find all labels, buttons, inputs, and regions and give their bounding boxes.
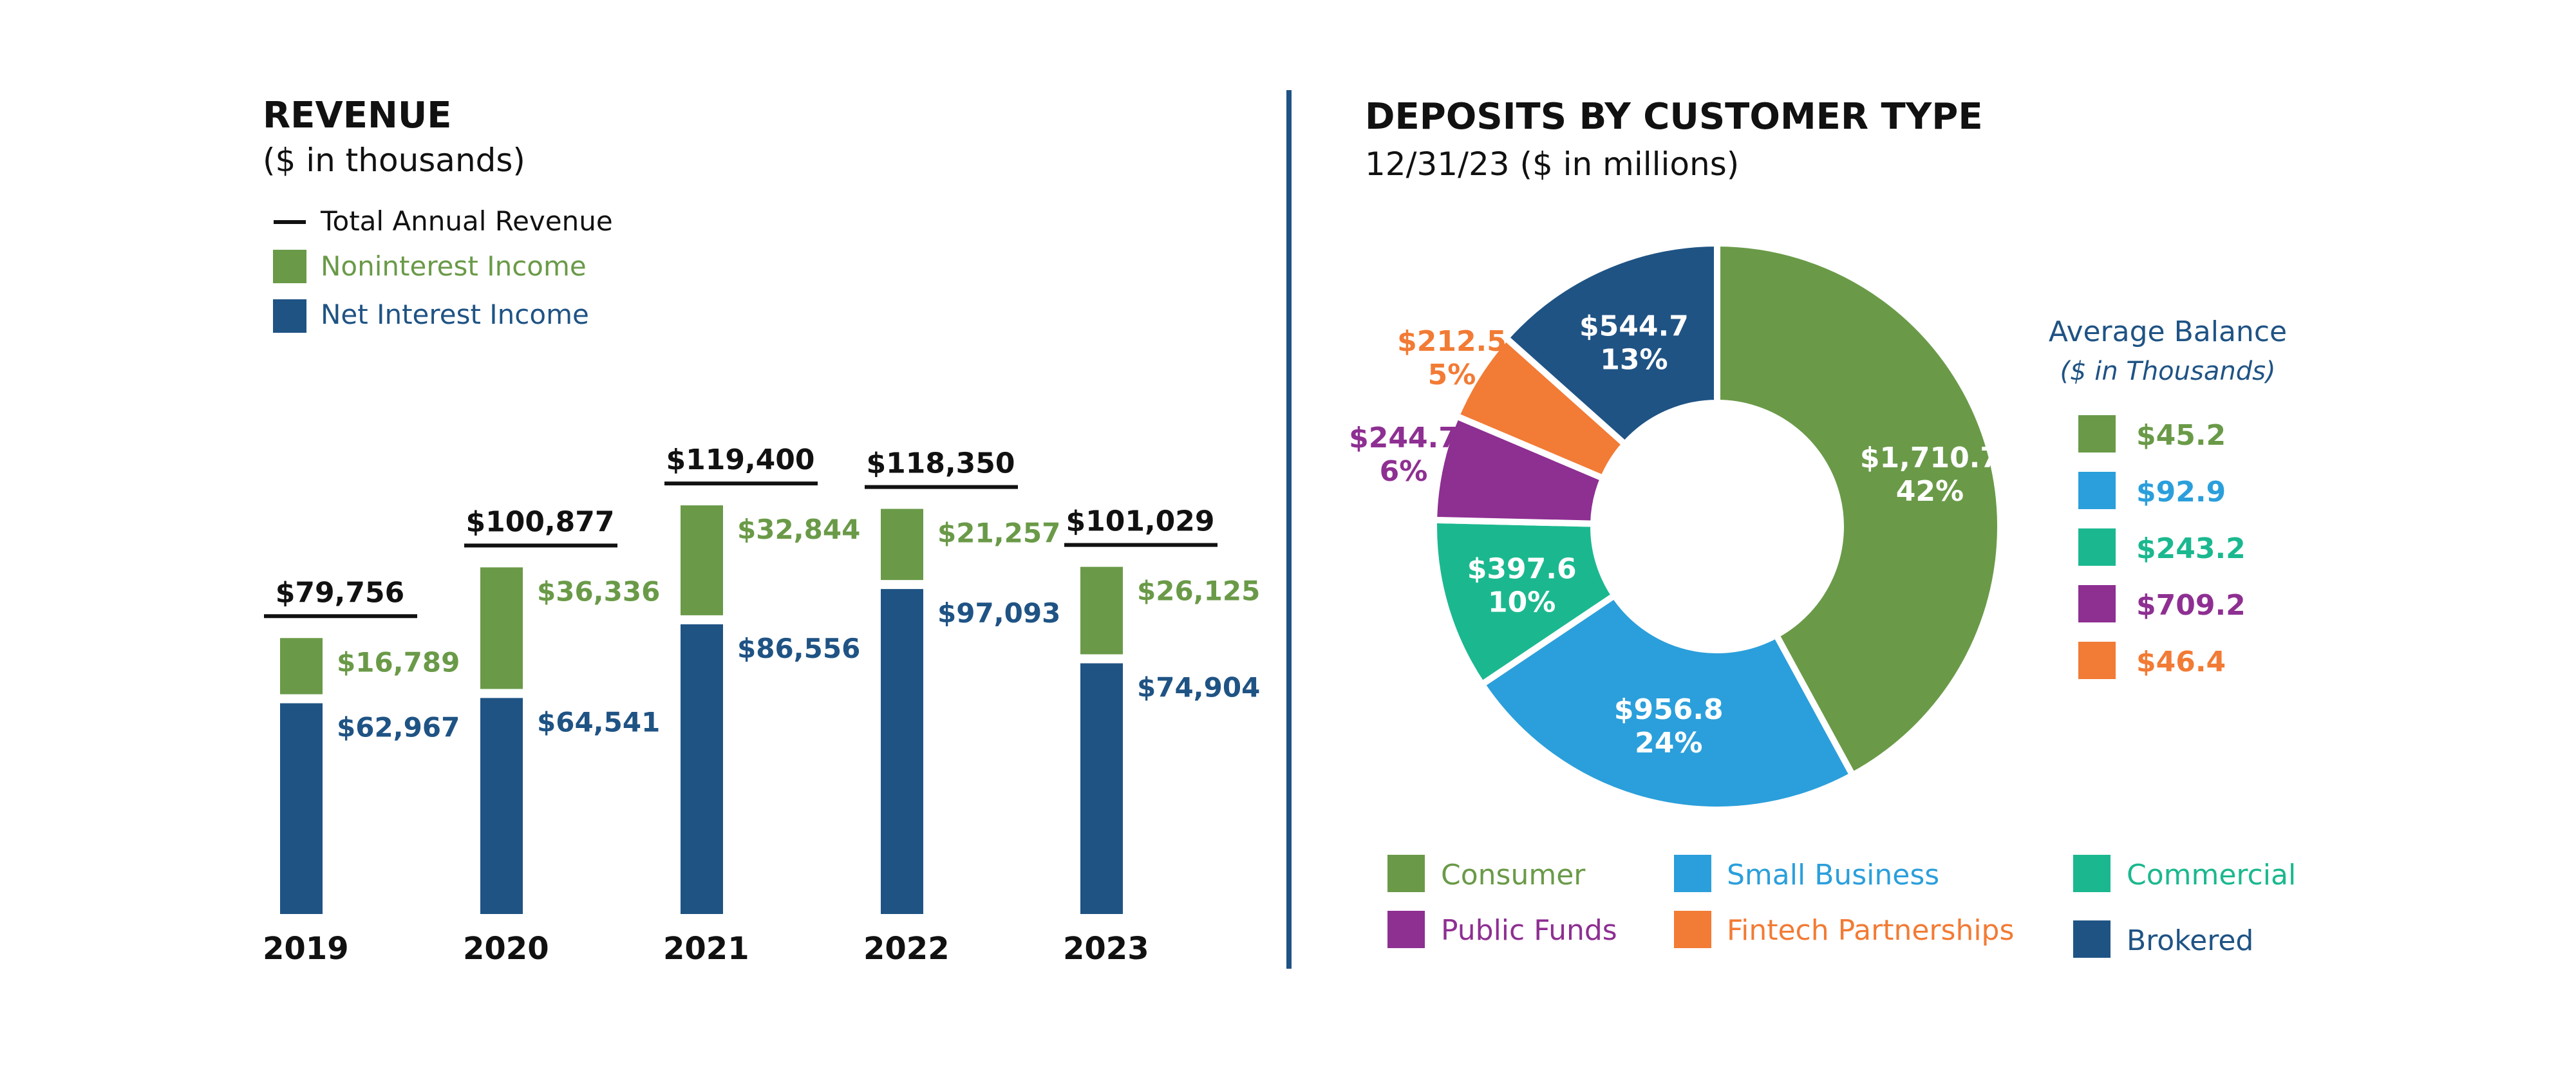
legend-fintech-swatch [1674, 911, 1711, 948]
legend-noninterest-label: Noninterest Income [321, 250, 587, 282]
label-total-2021: $119,400 [666, 443, 814, 476]
bar-noninterest-2021 [681, 505, 723, 615]
slice-percent-small-business: 24% [1635, 727, 1702, 760]
avg-balance-title: Average Balance [2049, 315, 2287, 348]
label-total-2023: $101,029 [1066, 505, 1214, 538]
year-label-2023: 2023 [1063, 931, 1149, 967]
slice-brokered [1501, 239, 1720, 449]
revenue-subtitle: ($ in thousands) [263, 142, 525, 179]
legend-public-funds-label: Public Funds [1441, 914, 1617, 947]
avg-swatch-fintech-partnerships [2078, 642, 2116, 679]
legend-consumer-swatch [1387, 855, 1425, 892]
bar-noninterest-2019 [280, 638, 323, 695]
legend-noninterest-swatch [273, 250, 306, 283]
legend-brokered-swatch [2073, 920, 2111, 958]
deposits-title: DEPOSITS BY CUSTOMER TYPE [1365, 96, 1983, 138]
slice-consumer [1714, 239, 2004, 780]
slice-commercial [1431, 516, 1619, 689]
year-label-2022: 2022 [863, 931, 950, 967]
label-noninterest-2019: $16,789 [337, 646, 460, 678]
avg-balance-commercial: $243.2 [2136, 532, 2246, 565]
slice-percent-commercial: 10% [1488, 586, 1556, 619]
label-noninterest-2023: $26,125 [1137, 575, 1260, 607]
slice-percent-brokered: 13% [1600, 344, 1668, 377]
legend-netinterest-label: Net Interest Income [321, 299, 589, 330]
avg-balance-legend: Average Balance ($ in Thousands) $45.2 $9… [2049, 315, 2287, 679]
legend-commercial-label: Commercial [2127, 859, 2296, 891]
label-noninterest-2022: $21,257 [937, 518, 1060, 549]
revenue-legend: Total Annual Revenue Noninterest Income … [273, 205, 613, 333]
slice-value-public-funds: $244.7 [1349, 422, 1458, 454]
legend-total-label: Total Annual Revenue [320, 205, 613, 237]
avg-swatch-consumer [2078, 415, 2116, 453]
deposits-donut: $1,710.742% $956.824% $397.610% $244.76% $21… [1349, 239, 2004, 813]
slice-small-business [1477, 591, 1857, 813]
legend-netinterest-swatch [273, 299, 306, 333]
label-net-interest-2020: $64,541 [537, 706, 660, 738]
avg-balance-subtitle: ($ in Thousands) [2060, 357, 2275, 386]
avg-balance-public-funds: $709.2 [2136, 589, 2246, 622]
year-label-2021: 2021 [663, 931, 749, 967]
avg-balance-small-business: $92.9 [2136, 476, 2226, 509]
bar-net-interest-2021 [681, 624, 723, 914]
legend-commercial-swatch [2073, 855, 2111, 892]
slice-percent-consumer: 42% [1896, 475, 1964, 508]
slice-value-small-business: $956.8 [1614, 693, 1724, 726]
label-total-2020: $100,877 [465, 505, 614, 538]
avg-swatch-commercial [2078, 528, 2116, 566]
revenue-title: REVENUE [263, 95, 452, 136]
legend-brokered-label: Brokered [2127, 924, 2253, 957]
label-noninterest-2020: $36,336 [537, 575, 660, 607]
slice-value-fintech-partnerships: $212.5 [1397, 325, 1507, 358]
deposits-subtitle: 12/31/23 ($ in millions) [1365, 145, 1739, 183]
slice-value-commercial: $397.6 [1467, 553, 1577, 586]
revenue-bars: $62,967 $16,789 $79,756 2019 $64,541 $36,336 $… [263, 443, 1260, 967]
label-net-interest-2019: $62,967 [337, 712, 460, 743]
slice-value-brokered: $544.7 [1579, 310, 1689, 343]
year-label-2019: 2019 [263, 931, 349, 967]
slice-percent-fintech-partnerships: 5% [1428, 359, 1476, 391]
bar-noninterest-2023 [1080, 566, 1123, 655]
bar-net-interest-2023 [1080, 663, 1123, 914]
year-label-2020: 2020 [463, 931, 549, 967]
avg-balance-fintech-partnerships: $46.4 [2136, 646, 2226, 678]
legend-public-funds-swatch [1387, 911, 1425, 948]
bar-net-interest-2020 [480, 698, 523, 914]
label-net-interest-2023: $74,904 [1137, 671, 1260, 703]
legend-fintech-label: Fintech Partnerships [1727, 914, 2014, 947]
bar-noninterest-2022 [881, 509, 923, 581]
label-net-interest-2022: $97,093 [937, 597, 1060, 629]
bar-noninterest-2020 [480, 567, 523, 689]
bar-net-interest-2019 [280, 703, 323, 914]
label-noninterest-2021: $32,844 [737, 514, 860, 545]
slice-value-consumer: $1,710.7 [1860, 442, 2000, 474]
label-net-interest-2021: $86,556 [737, 633, 860, 664]
avg-balance-consumer: $45.2 [2136, 419, 2226, 452]
slice-percent-public-funds: 6% [1380, 455, 1428, 488]
legend-small-business-label: Small Business [1727, 859, 1939, 891]
avg-swatch-small-business [2078, 472, 2116, 509]
legend-small-business-swatch [1674, 855, 1711, 892]
avg-balance-items: $45.2 $92.9 $243.2 $709.2 $46.4 [2078, 415, 2246, 679]
label-total-2022: $118,350 [866, 447, 1015, 480]
bar-net-interest-2022 [881, 589, 923, 914]
avg-swatch-public-funds [2078, 585, 2116, 622]
legend-consumer-label: Consumer [1441, 859, 1586, 891]
label-total-2019: $79,756 [276, 576, 404, 609]
deposits-legend: Consumer Small Business Commercial Publi… [1387, 855, 2296, 958]
